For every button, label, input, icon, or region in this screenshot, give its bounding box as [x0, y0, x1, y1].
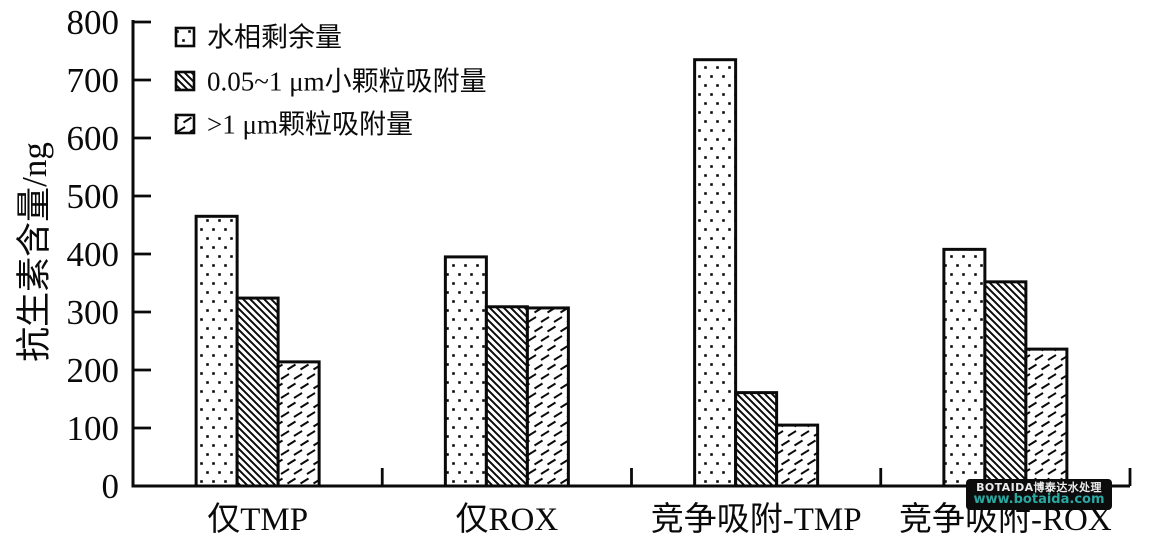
bar-dash-light	[276, 360, 321, 488]
bar-dash-light	[525, 306, 570, 488]
watermark-badge: BOTAIDA博泰达水处理 www.botaida.com	[966, 479, 1112, 510]
watermark-brand-text: BOTAIDA博泰达水处理	[976, 480, 1102, 494]
y-tick-label: 300	[67, 293, 120, 332]
y-axis-title: 抗生素含量/ng	[15, 142, 54, 362]
y-tick-label: 200	[67, 351, 120, 390]
bar-hatch-dense	[235, 296, 280, 488]
y-tick-label: 500	[67, 177, 120, 216]
legend-swatch-dash-light	[174, 113, 196, 135]
bar-hatch-dense	[983, 280, 1028, 488]
legend-item: 水相剩余量	[174, 23, 342, 53]
y-tick-label: 100	[67, 409, 120, 448]
y-tick-label: 0	[102, 467, 120, 506]
legend-item: >1 μm颗粒吸附量	[174, 110, 413, 140]
bar-group-1	[194, 214, 321, 488]
legend-label: 水相剩余量	[207, 23, 342, 53]
bar-dots	[693, 58, 738, 488]
bar-dots	[942, 247, 987, 488]
watermark-url: www.botaida.com	[973, 492, 1105, 508]
bar-group-3	[693, 58, 820, 488]
category-label: 仅TMP	[207, 502, 308, 538]
y-axis-ticks: 0 100 200 300 400 500 600 700 800	[67, 3, 151, 506]
category-label: 仅ROX	[456, 502, 559, 538]
x-axis-ticks	[380, 468, 1132, 486]
bar-dash-light	[775, 423, 820, 488]
legend-swatch-hatch-dense	[174, 70, 196, 92]
legend-item: 0.05~1 μm小颗粒吸附量	[174, 67, 487, 97]
legend-label: 0.05~1 μm小颗粒吸附量	[207, 67, 487, 97]
bar-group-4	[942, 247, 1069, 488]
category-label: 竞争吸附-TMP	[651, 501, 862, 538]
bar-dots	[443, 255, 488, 488]
y-tick-label: 700	[67, 61, 120, 100]
bar-dots	[194, 214, 239, 488]
legend-label: >1 μm颗粒吸附量	[207, 110, 413, 140]
y-tick-label: 400	[67, 235, 120, 274]
legend-swatch-dots	[174, 26, 196, 48]
legend: 水相剩余量 0.05~1 μm小颗粒吸附量 >1 μm颗粒吸附量	[174, 23, 487, 140]
bar-group-2	[443, 255, 570, 488]
y-tick-label: 600	[67, 119, 120, 158]
bar-dash-light	[1024, 347, 1069, 488]
y-tick-label: 800	[67, 3, 120, 42]
bar-hatch-dense	[734, 391, 779, 488]
bar-hatch-dense	[484, 305, 529, 488]
